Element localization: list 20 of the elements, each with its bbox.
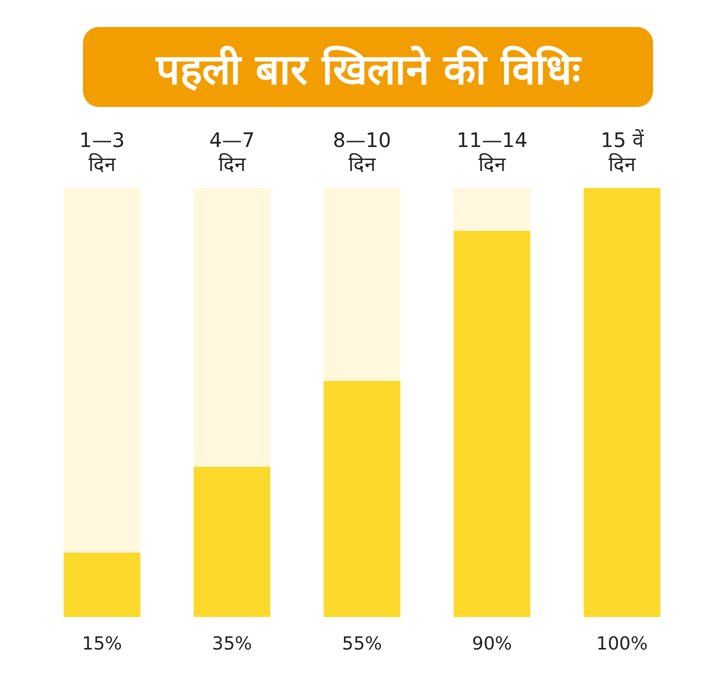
x-tick-label: 15 वें दिन [600,128,644,176]
bar [324,381,400,617]
x-tick-label: 8—10 दिन [332,128,392,176]
data-label: 90% [472,634,512,655]
bar [64,188,140,553]
bar [64,552,140,617]
bar [584,188,660,617]
data-label: 100% [596,634,648,655]
data-label: 55% [342,634,382,655]
bar [454,188,530,231]
data-label: 35% [212,634,252,655]
chart-title: पहली बार खिलाने की विधिः [83,27,653,107]
bar [324,188,400,382]
bar [194,188,270,467]
data-label: 15% [82,634,122,655]
x-tick-label: 11—14 दिन [456,128,528,176]
x-tick-label: 1—3 दिन [79,128,125,176]
x-tick-label: 4—7 दिन [209,128,255,176]
bar [194,466,270,617]
bar [454,230,530,617]
